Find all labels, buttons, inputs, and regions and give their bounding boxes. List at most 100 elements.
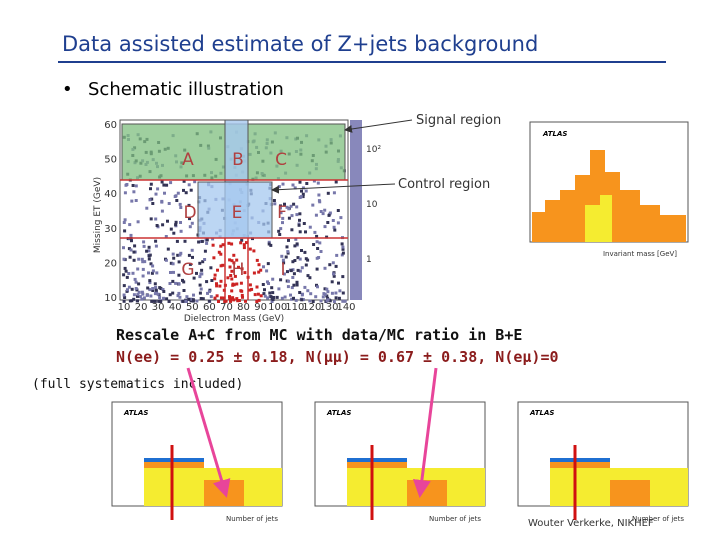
scatter-cell xyxy=(255,300,259,303)
scatter-cell xyxy=(338,289,342,293)
scatter-cell xyxy=(341,291,345,295)
scatter-cell xyxy=(131,184,135,187)
scatter-cell xyxy=(188,262,192,266)
scatter-cell xyxy=(273,202,277,206)
x-tick-label: 50 xyxy=(186,302,199,313)
scatter-cell xyxy=(136,267,140,271)
scatter-cell xyxy=(210,279,214,282)
scatter-cell xyxy=(256,292,260,296)
y-tick-label: 10 xyxy=(104,293,117,304)
scatter-cell xyxy=(132,258,136,262)
scatter-cell xyxy=(255,258,259,262)
scatter-cell xyxy=(235,282,239,286)
scatter-cell xyxy=(151,287,155,290)
scatter-cell xyxy=(315,240,319,244)
scatter-cell xyxy=(337,281,340,285)
scatter-cell xyxy=(240,238,244,242)
scatter-cell xyxy=(281,258,285,262)
scatter-cell xyxy=(316,181,320,185)
scatter-cell xyxy=(319,210,323,213)
scatter-cell xyxy=(323,266,327,270)
scatter-cell xyxy=(228,265,232,269)
scatter-cell xyxy=(154,285,158,289)
scatter-cell xyxy=(128,255,132,259)
scatter-cell xyxy=(296,268,300,272)
scatter-cell xyxy=(279,206,282,210)
scatter-cell xyxy=(128,223,132,227)
scatter-cell xyxy=(306,274,310,278)
scatter-cell xyxy=(282,272,286,276)
rescale-text: Rescale A+C from MC with data/MC ratio i… xyxy=(116,326,522,344)
scatter-cell xyxy=(293,259,297,262)
scatter-cell xyxy=(183,239,187,243)
scatter-cell xyxy=(272,199,276,202)
scatter-cell xyxy=(243,271,247,275)
pointer-arrow xyxy=(412,367,438,498)
scatter-cell xyxy=(339,216,343,220)
scatter-cell xyxy=(230,289,234,293)
scatter-cell xyxy=(160,199,164,203)
scatter-cell xyxy=(341,245,345,249)
scatter-cell xyxy=(162,183,166,187)
scatter-cell xyxy=(192,276,196,280)
scatter-cell xyxy=(245,241,248,245)
x-tick-label: 140 xyxy=(336,302,355,313)
scatter-cell xyxy=(218,284,222,288)
scatter-cell xyxy=(148,198,152,202)
scatter-cell xyxy=(226,276,230,280)
region-label: H xyxy=(232,260,245,280)
scatter-cell xyxy=(343,299,347,303)
scatter-cell xyxy=(160,209,164,213)
scatter-cell xyxy=(124,269,128,273)
scatter-cell xyxy=(182,179,186,183)
scatter-cell xyxy=(198,275,202,279)
histogram xyxy=(144,458,204,462)
scatter-cell xyxy=(134,280,138,284)
scatter-cell xyxy=(141,292,145,296)
scatter-cell xyxy=(266,280,269,284)
x-tick-label: 80 xyxy=(237,302,250,313)
scatter-cell xyxy=(125,289,129,293)
scatter-cell xyxy=(172,270,175,274)
scatter-cell xyxy=(209,266,213,270)
systematics-note: (full systematics included) xyxy=(32,377,243,392)
scatter-cell xyxy=(229,299,232,303)
scatter-cell xyxy=(297,223,301,227)
scatter-cell xyxy=(298,218,301,222)
scatter-cell xyxy=(304,230,307,234)
region-label: A xyxy=(182,150,194,170)
scatter-cell xyxy=(318,200,322,204)
scatter-cell xyxy=(326,298,330,302)
main-plot xyxy=(119,119,362,303)
scatter-cell xyxy=(147,245,151,249)
scatter-cell xyxy=(295,205,299,209)
histogram xyxy=(144,462,204,468)
scatter-cell xyxy=(262,292,266,296)
scatter-cell xyxy=(165,183,169,187)
scatter-cell xyxy=(221,243,225,247)
scatter-cell xyxy=(262,265,265,269)
scatter-cell xyxy=(151,202,155,205)
y-tick-label: 60 xyxy=(104,120,117,131)
scatter-cell xyxy=(189,188,193,192)
scatter-cell xyxy=(162,296,165,300)
scatter-cell xyxy=(160,180,164,184)
scatter-cell xyxy=(308,299,312,303)
scatter-cell xyxy=(340,242,344,246)
region-label: E xyxy=(232,203,243,223)
scatter-cell xyxy=(319,299,323,303)
bullet-dot: • xyxy=(62,79,73,100)
scatter-cell xyxy=(155,290,158,294)
scatter-cell xyxy=(286,285,290,289)
scatter-cell xyxy=(207,290,211,294)
scatter-cell xyxy=(149,294,153,298)
scatter-cell xyxy=(123,229,127,233)
scatter-cell xyxy=(142,244,146,248)
scatter-cell xyxy=(244,299,247,303)
x-axis-label: Number of jets xyxy=(429,515,481,523)
scatter-cell xyxy=(311,203,315,207)
scatter-cell xyxy=(154,217,158,221)
scatter-cell xyxy=(292,202,296,206)
scatter-cell xyxy=(156,292,160,296)
scatter-cell xyxy=(159,300,163,303)
